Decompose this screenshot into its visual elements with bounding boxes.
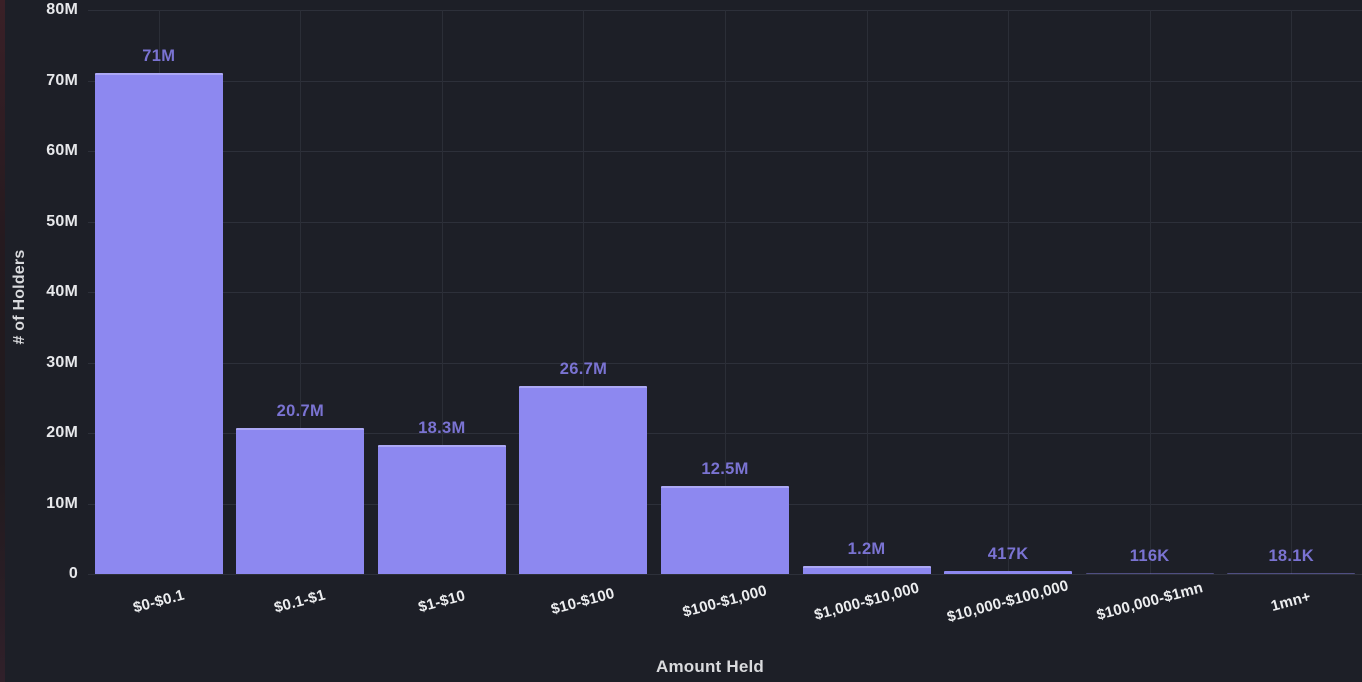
bar [94,73,223,574]
y-tick-label: 40M [46,283,78,300]
x-axis-title: Amount Held [656,657,764,676]
bar-value-label: 20.7M [276,402,324,421]
bar-value-label: 18.3M [418,418,466,437]
v-gridline [1008,10,1010,574]
bar [377,444,506,574]
y-tick-label: 30M [46,353,78,371]
bar [1085,573,1214,574]
h-gridline [88,574,1362,575]
y-tick-label: 60M [46,142,78,159]
v-gridline [866,10,868,574]
bar-value-label: 116K [1129,547,1170,565]
bar [944,571,1073,574]
bar-value-label: 71M [142,47,176,66]
bar-value-label: 417K [987,545,1029,564]
y-axis-title: # of Holders [11,249,28,345]
y-tick-label: 10M [46,494,78,512]
y-tick-label: 0 [68,565,78,582]
v-gridline [725,10,726,574]
bar-value-label: 18.1K [1268,547,1314,565]
bar [802,565,931,574]
v-gridline [1291,10,1293,574]
left-edge-strip [0,0,5,682]
y-tick-label: 50M [46,212,78,230]
y-tick-label: 70M [46,71,78,89]
bar [519,385,648,574]
bar [661,485,789,574]
y-tick-label: 20M [46,424,78,441]
v-gridline [1149,10,1151,574]
v-gridline [300,10,302,574]
bar [236,428,365,574]
bar-value-label: 26.7M [559,359,608,378]
bar-value-label: 1.2M [847,539,886,558]
v-gridline [441,10,443,574]
bar [1227,573,1356,574]
v-gridline [583,10,585,574]
y-tick-label: 80M [46,1,78,18]
bar-value-label: 12.5M [701,459,749,478]
